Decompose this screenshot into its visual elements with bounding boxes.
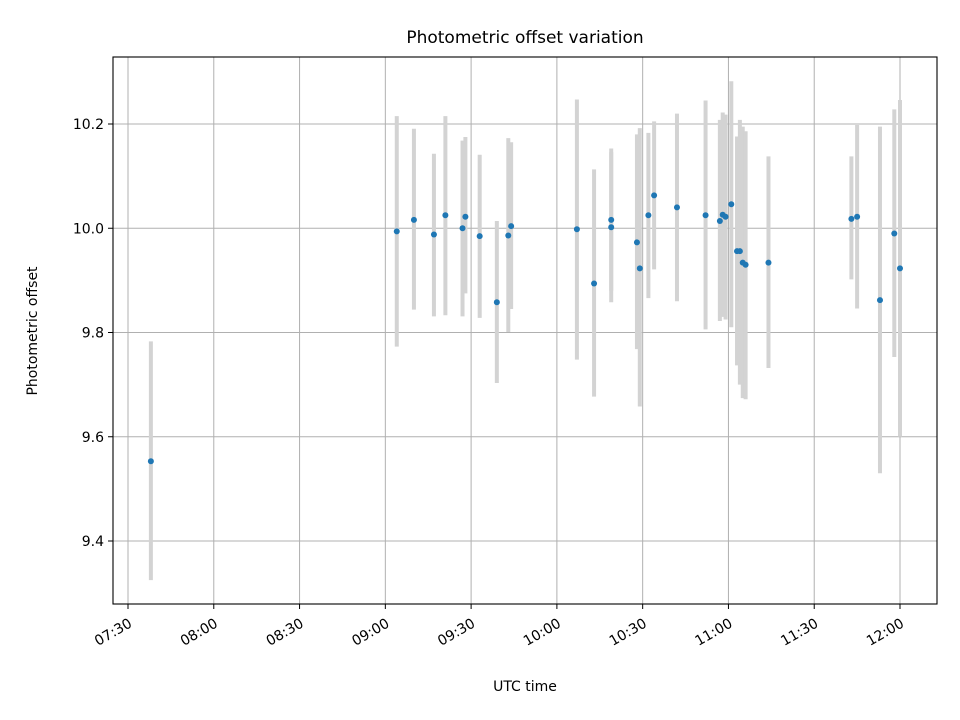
data-point [854, 213, 861, 220]
data-point [722, 213, 729, 220]
x-tick-label: 11:30 [778, 616, 821, 650]
data-point [876, 297, 883, 304]
data-point [493, 299, 500, 306]
data-point [645, 212, 652, 219]
data-point [505, 232, 512, 239]
data-point [651, 192, 658, 199]
data-point [508, 223, 515, 230]
data-point [736, 248, 743, 255]
data-point [393, 228, 400, 235]
x-axis-label: UTC time [493, 679, 557, 695]
plot-frame [112, 56, 938, 605]
data-point [462, 213, 469, 220]
y-tick-label: 10.0 [73, 221, 104, 237]
x-tick-label: 11:00 [692, 616, 735, 650]
grid [113, 57, 937, 604]
data-point [459, 225, 466, 232]
data-point [608, 224, 615, 231]
data-point [430, 231, 437, 238]
axis-ticks: 07:30 08:00 08:30 09:00 09:30 10:00 10:30 11:00… [73, 117, 907, 650]
data-point [716, 217, 723, 224]
x-tick-label: 08:30 [264, 616, 307, 650]
x-tick-label: 10:00 [521, 616, 564, 650]
y-tick-label: 9.8 [82, 326, 104, 342]
x-tick-label: 12:00 [864, 616, 907, 650]
data-point [702, 212, 709, 219]
error-bars [148, 81, 902, 581]
x-tick-label: 10:30 [607, 616, 650, 650]
data-point [442, 212, 449, 219]
data-point [608, 216, 615, 223]
data-point [573, 226, 580, 233]
data-point [897, 265, 903, 272]
y-tick-label: 9.6 [82, 430, 104, 446]
chart-title: Photometric offset variation [406, 28, 643, 48]
data-points [147, 192, 903, 465]
x-tick-label: 08:00 [178, 616, 221, 650]
data-point [742, 261, 749, 268]
data-point [891, 230, 898, 237]
data-point [636, 265, 643, 272]
y-tick-label: 9.4 [82, 534, 104, 550]
x-tick-label: 09:30 [435, 616, 478, 650]
data-point [147, 458, 154, 465]
data-point [673, 204, 680, 211]
data-point [848, 215, 855, 222]
data-point [476, 233, 483, 240]
data-point [728, 201, 735, 208]
y-tick-label: 10.2 [73, 117, 104, 133]
y-axis-label: Photometric offset [25, 266, 41, 396]
x-tick-label: 07:30 [92, 616, 135, 650]
data-point [410, 216, 417, 223]
data-point [633, 239, 640, 246]
data-point [765, 259, 772, 266]
x-tick-label: 09:00 [349, 616, 392, 650]
data-point [591, 280, 598, 287]
